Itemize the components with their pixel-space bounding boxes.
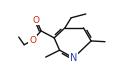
Text: O: O xyxy=(29,36,36,45)
Text: O: O xyxy=(33,16,40,25)
Text: N: N xyxy=(70,53,77,63)
